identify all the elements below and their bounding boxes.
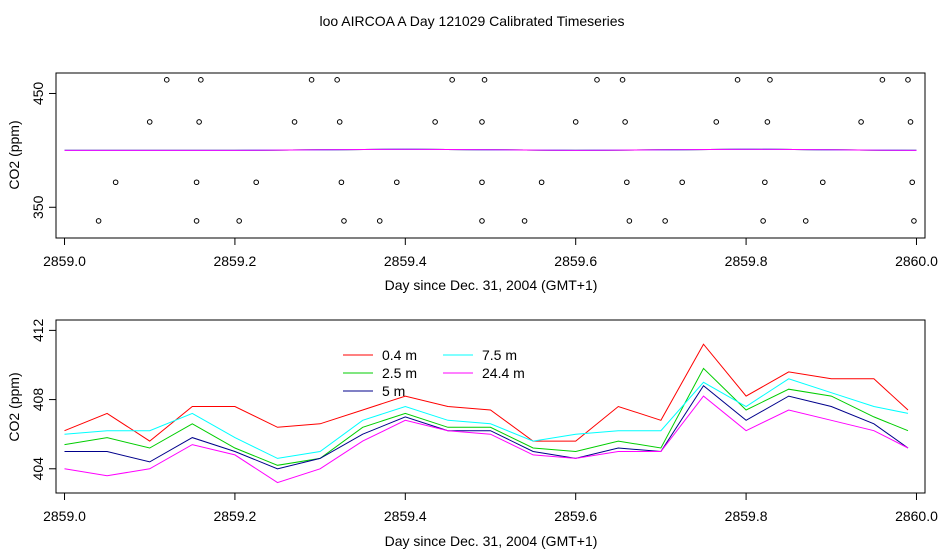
top-series-lines [64,148,917,151]
top-scatter-point [626,218,633,224]
top-scatter-point [907,119,914,125]
top-plot-frame [55,72,926,239]
bot-x-tick-label: 2860.0 [895,508,938,524]
top-scatter-point [432,119,438,125]
bottom-series-lines [64,343,909,484]
top-scatter-point [393,179,400,186]
top-scatter-point [767,77,773,83]
top-scatter-point [449,77,455,83]
bottom-panel: 2859.0 2859.2 2859.4 2859.6 2859.8 2860.0 404… [6,318,938,549]
top-scatter-point [662,218,668,224]
top-scatter-point [619,77,626,83]
top-scatter-point [760,218,766,224]
bot-series-line-1 [64,367,909,466]
top-x-tick-label: 2859.4 [384,253,427,269]
top-scatter-point [479,179,485,186]
bot-series-line-3 [64,378,909,459]
bot-x-tick-label: 2859.2 [213,508,256,524]
top-scatter-point [713,119,720,125]
top-scatter-point [236,218,242,224]
top-scatter-point [163,77,170,83]
top-scatter-point [905,77,911,83]
bot-y-tick-label: 412 [30,318,46,342]
top-scatter-point [479,119,485,125]
top-scatter-point [764,119,771,125]
top-y-tick-label: 450 [30,82,46,106]
top-scatter-point [762,179,768,186]
top-scatter-point [734,77,741,83]
top-x-axis: 2859.0 2859.2 2859.4 2859.6 2859.8 2860.0 [43,238,938,269]
top-scatter-point [196,119,202,125]
top-scatter-point [624,179,630,186]
chart-title: loo AIRCOA A Day 121029 Calibrated Times… [319,13,624,29]
top-scatter-point [858,119,864,125]
top-scatter-point [193,218,200,224]
bottom-x-axis-label: Day since Dec. 31, 2004 (GMT+1) [385,533,598,549]
top-series-line-4 [64,148,917,151]
top-scatter-point [336,119,343,125]
bottom-x-axis: 2859.0 2859.2 2859.4 2859.6 2859.8 2860.0 [43,493,938,524]
bottom-y-axis: 404 408 412 [30,318,56,480]
legend-label: 24.4 m [482,365,525,381]
top-panel: 2859.0 2859.2 2859.4 2859.6 2859.8 2860.0 350… [6,72,938,293]
legend: 0.4 m 2.5 m 5 m 7.5 m 24.4 m [343,347,525,399]
top-x-tick-label: 2860.0 [895,253,938,269]
top-scatter-point [679,179,685,186]
top-scatter-point [819,179,826,186]
top-scatter-point [802,218,809,224]
top-scatter-point [376,218,383,224]
top-scatter-point [911,218,917,224]
bot-x-tick-label: 2859.4 [384,508,427,524]
bottom-plot-frame [55,319,926,494]
top-scatter-point [594,77,600,83]
top-scatter-point [198,77,204,83]
bot-series-line-0 [64,343,909,442]
top-scatter-point [622,119,628,125]
bot-series-line-4 [64,395,909,484]
bot-y-tick-label: 404 [30,457,46,481]
top-y-axis-label: CO2 (ppm) [6,120,22,189]
bot-series-line-2 [64,384,909,470]
bottom-y-axis-label: CO2 (ppm) [6,372,22,441]
top-scatter-point [95,218,102,224]
top-x-tick-label: 2859.2 [213,253,256,269]
top-scatter-point [146,119,153,125]
top-scatter-point [193,179,200,186]
top-x-tick-label: 2859.0 [43,253,86,269]
top-scatter-point [481,77,488,83]
top-scatter-point [879,77,886,83]
top-scatter-point [572,119,579,125]
top-scatter-point [253,179,260,186]
top-scatter-point [479,218,485,224]
bot-x-tick-label: 2859.8 [725,508,768,524]
top-scatter-point [341,218,347,224]
top-y-tick-label: 350 [30,195,46,219]
bot-x-tick-label: 2859.6 [554,508,597,524]
top-scatter-points [95,77,917,224]
top-scatter-point [521,218,528,224]
top-x-tick-label: 2859.8 [725,253,768,269]
legend-label: 0.4 m [382,347,417,363]
bot-x-tick-label: 2859.0 [43,508,86,524]
top-scatter-point [338,179,345,186]
top-scatter-point [112,179,119,186]
legend-label: 5 m [382,383,405,399]
legend-label: 2.5 m [382,365,417,381]
top-y-axis: 350 450 [30,82,56,219]
top-scatter-point [538,179,545,186]
top-scatter-point [909,179,916,186]
top-x-axis-label: Day since Dec. 31, 2004 (GMT+1) [385,277,598,293]
legend-label: 7.5 m [482,347,517,363]
top-scatter-point [334,77,340,83]
bot-y-tick-label: 408 [30,388,46,412]
top-scatter-point [291,119,298,125]
top-x-tick-label: 2859.6 [554,253,597,269]
top-scatter-point [308,77,315,83]
